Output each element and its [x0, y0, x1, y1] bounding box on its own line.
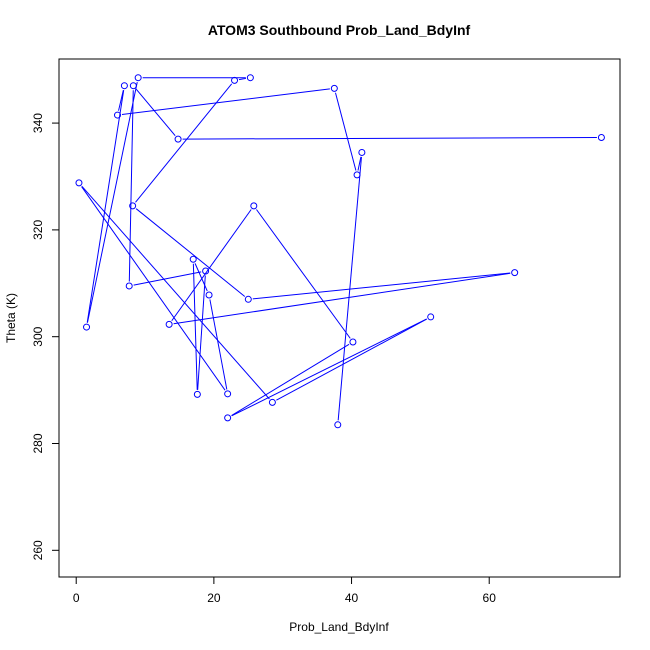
data-point — [330, 84, 338, 92]
series-segment — [173, 272, 511, 325]
data-point — [129, 202, 137, 210]
series-segment — [192, 263, 198, 390]
series-segment — [231, 343, 350, 416]
series-segment — [81, 185, 270, 400]
data-point — [114, 111, 122, 119]
data-point — [268, 398, 276, 406]
series-segment — [334, 92, 357, 171]
series-segment — [337, 156, 362, 421]
x-axis-label: Prob_Land_BdyInf — [289, 620, 389, 634]
x-tick-label: 60 — [483, 591, 497, 605]
data-point — [205, 291, 213, 299]
data-point — [244, 295, 252, 303]
series-segment — [209, 299, 228, 390]
plot-frame — [58, 58, 621, 578]
data-point — [134, 74, 142, 82]
data-point — [353, 171, 361, 179]
series-segment — [86, 81, 138, 323]
y-tick-label: 320 — [31, 220, 45, 240]
x-tick-label: 0 — [73, 591, 80, 605]
data-point — [246, 74, 254, 82]
y-tick-label: 340 — [31, 113, 45, 133]
series-segment — [182, 137, 597, 140]
series-segment — [194, 263, 208, 292]
data-point — [224, 414, 232, 422]
data-point — [349, 338, 357, 346]
series-segment — [252, 272, 511, 300]
data-point — [427, 313, 435, 321]
data-point — [202, 267, 210, 275]
y-tick-label: 300 — [31, 326, 45, 346]
series-segment — [133, 271, 202, 286]
series-segment — [135, 83, 233, 203]
data-point — [597, 134, 605, 142]
series-segment — [128, 90, 134, 282]
x-tick-label: 40 — [345, 591, 359, 605]
series-segment — [81, 186, 226, 391]
data-point — [83, 323, 91, 331]
series-segment — [135, 88, 176, 136]
data-point — [129, 82, 137, 90]
y-axis-label: Theta (K) — [4, 293, 18, 343]
data-point — [231, 76, 239, 84]
x-tick-label: 20 — [207, 591, 221, 605]
data-point — [250, 202, 258, 210]
series-segment — [135, 208, 246, 297]
data-point — [174, 135, 182, 143]
data-point — [75, 179, 83, 187]
series-segment — [238, 77, 247, 81]
y-axis: 260 280 300 320 340 — [31, 113, 60, 560]
series-segment — [121, 88, 330, 116]
series-segment — [171, 209, 252, 322]
data-point — [125, 282, 133, 290]
data-point — [165, 320, 173, 328]
series-0 — [75, 74, 605, 429]
data-point — [120, 82, 128, 90]
data-point — [224, 390, 232, 398]
y-tick-label: 280 — [31, 433, 45, 453]
series-segment — [256, 209, 351, 339]
chart-title: ATOM3 Southbound Prob_Land_BdyInf — [208, 22, 471, 38]
series-segment — [276, 318, 427, 401]
y-tick-label: 260 — [31, 540, 45, 560]
data-point — [511, 269, 519, 277]
series-segment — [357, 156, 362, 171]
data-point — [334, 421, 342, 429]
series-segment — [197, 275, 206, 390]
x-axis: 0 20 40 60 — [73, 576, 497, 605]
data-point — [193, 390, 201, 398]
data-point — [189, 255, 197, 263]
series-segment — [86, 90, 125, 323]
series-segment — [118, 89, 124, 111]
series-segment — [231, 318, 427, 417]
data-point — [358, 148, 366, 156]
